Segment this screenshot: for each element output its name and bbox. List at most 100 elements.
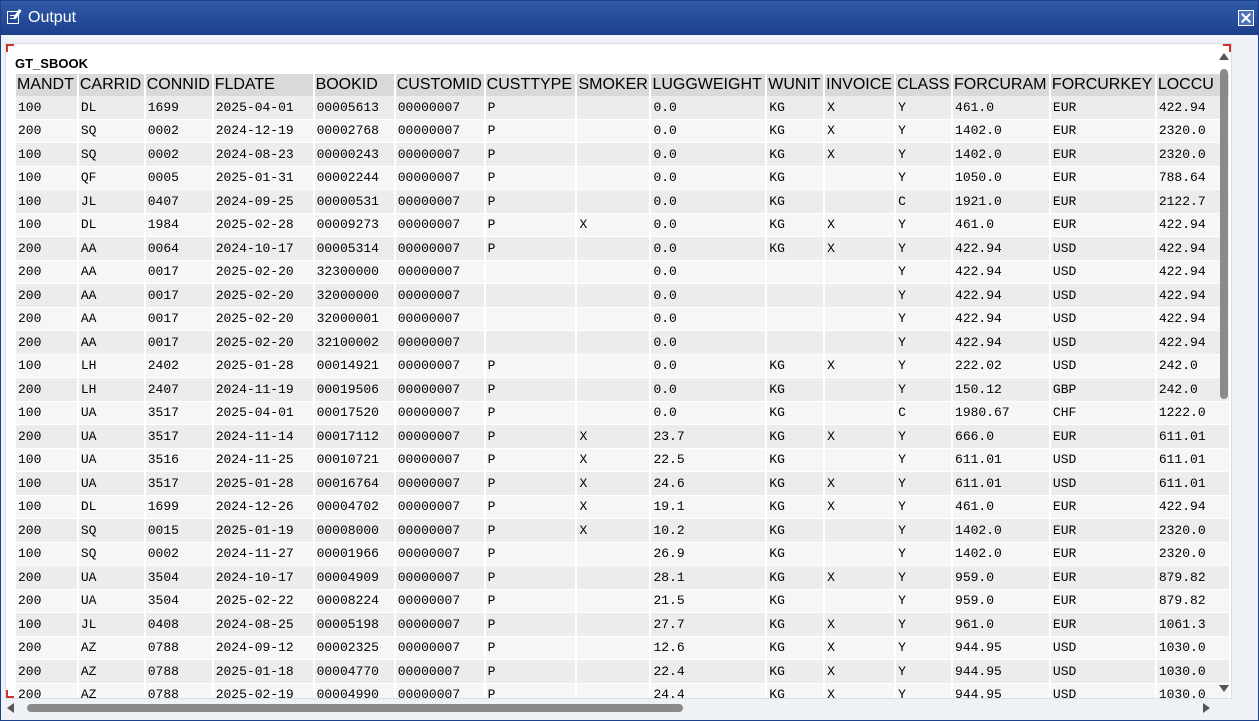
- table-cell[interactable]: 00000007: [394, 424, 486, 449]
- table-cell[interactable]: P: [484, 589, 578, 613]
- table-cell[interactable]: 422.94: [952, 330, 1051, 355]
- table-cell[interactable]: [766, 283, 826, 308]
- table-cell[interactable]: KG: [766, 236, 826, 261]
- table-row[interactable]: 200 UA 3504 2024-10-17 00004909 00000007 P 28.1…: [16, 565, 1231, 590]
- table-cell[interactable]: KG: [766, 401, 826, 425]
- table-row[interactable]: 200 AA 0064 2024-10-17 00005314 00000007 P 0.0 K…: [16, 236, 1231, 261]
- table-cell[interactable]: 461.0: [952, 495, 1051, 519]
- table-cell[interactable]: 242.0: [1155, 377, 1231, 402]
- table-cell[interactable]: [576, 119, 652, 143]
- table-cell[interactable]: 422.94: [1155, 260, 1231, 284]
- table-cell[interactable]: EUR: [1049, 213, 1157, 237]
- table-cell[interactable]: 00014921: [313, 354, 396, 378]
- table-cell[interactable]: 2025-04-01: [212, 96, 315, 120]
- table-cell[interactable]: [576, 330, 652, 355]
- table-cell[interactable]: 2320.0: [1155, 119, 1231, 143]
- table-cell[interactable]: [576, 236, 652, 261]
- table-cell[interactable]: 00000007: [394, 166, 486, 190]
- table-cell[interactable]: X: [824, 636, 897, 660]
- table-cell[interactable]: 0.0: [650, 283, 768, 308]
- table-cell[interactable]: 00010721: [313, 448, 396, 472]
- table-cell[interactable]: 2320.0: [1155, 542, 1231, 566]
- vertical-scrollbar[interactable]: [1217, 53, 1231, 693]
- table-cell[interactable]: [576, 636, 652, 660]
- column-header[interactable]: SMOKER: [576, 74, 652, 96]
- table-cell[interactable]: P: [484, 542, 578, 566]
- table-cell[interactable]: KG: [766, 542, 826, 566]
- table-cell[interactable]: JL: [77, 612, 146, 637]
- table-cell[interactable]: 422.94: [1155, 96, 1231, 120]
- table-cell[interactable]: KG: [766, 495, 826, 519]
- table-row[interactable]: 100 JL 0408 2024-08-25 00005198 00000007 P 27.7…: [16, 612, 1231, 637]
- table-cell[interactable]: 2024-11-25: [212, 448, 315, 472]
- table-cell[interactable]: 00000007: [394, 448, 486, 472]
- table-cell[interactable]: 611.01: [1155, 448, 1231, 472]
- table-cell[interactable]: 22.5: [650, 448, 768, 472]
- table-cell[interactable]: 1980.67: [952, 401, 1051, 425]
- table-cell[interactable]: USD: [1049, 448, 1157, 472]
- table-cell[interactable]: AZ: [77, 659, 146, 684]
- table-cell[interactable]: 00000007: [394, 542, 486, 566]
- table-cell[interactable]: 200: [16, 424, 79, 449]
- table-cell[interactable]: AZ: [77, 636, 146, 660]
- table-cell[interactable]: AZ: [77, 683, 146, 698]
- table-cell[interactable]: X: [824, 612, 897, 637]
- table-cell[interactable]: 200: [16, 119, 79, 143]
- table-cell[interactable]: 00019506: [313, 377, 396, 402]
- table-cell[interactable]: 3517: [144, 471, 214, 496]
- table-cell[interactable]: 100: [16, 471, 79, 496]
- table-cell[interactable]: 1402.0: [952, 119, 1051, 143]
- table-cell[interactable]: 3517: [144, 424, 214, 449]
- table-cell[interactable]: 2024-09-12: [212, 636, 315, 660]
- table-cell[interactable]: 0002: [144, 119, 214, 143]
- table-row[interactable]: 100 UA 3517 2025-01-28 00016764 00000007 P X 24.…: [16, 471, 1231, 496]
- table-cell[interactable]: Y: [895, 542, 954, 566]
- table-cell[interactable]: 00000007: [394, 354, 486, 378]
- table-cell[interactable]: DL: [77, 96, 146, 120]
- table-cell[interactable]: LH: [77, 354, 146, 378]
- table-row[interactable]: 100 DL 1699 2024-12-26 00004702 00000007 P X 19.…: [16, 495, 1231, 519]
- table-cell[interactable]: 00000007: [394, 260, 486, 284]
- table-cell[interactable]: 2024-10-17: [212, 565, 315, 590]
- table-cell[interactable]: Y: [895, 424, 954, 449]
- column-header[interactable]: MANDT: [16, 74, 79, 96]
- table-cell[interactable]: 0407: [144, 189, 214, 214]
- table-cell[interactable]: 2320.0: [1155, 142, 1231, 167]
- table-cell[interactable]: 3504: [144, 565, 214, 590]
- table-cell[interactable]: 00004990: [313, 683, 396, 698]
- table-row[interactable]: 200 AA 0017 2025-02-20 32300000 00000007 0.0 Y 4…: [16, 260, 1231, 284]
- table-cell[interactable]: 959.0: [952, 589, 1051, 613]
- table-cell[interactable]: 00002768: [313, 119, 396, 143]
- table-cell[interactable]: 2024-08-25: [212, 612, 315, 637]
- table-cell[interactable]: 2122.7: [1155, 189, 1231, 214]
- table-cell[interactable]: 611.01: [1155, 471, 1231, 496]
- table-cell[interactable]: 200: [16, 659, 79, 684]
- table-cell[interactable]: UA: [77, 424, 146, 449]
- table-cell[interactable]: X: [576, 495, 652, 519]
- table-cell[interactable]: 100: [16, 354, 79, 378]
- table-row[interactable]: 200 AZ 0788 2025-01-18 00004770 00000007 P 22.4…: [16, 659, 1231, 684]
- table-cell[interactable]: 100: [16, 96, 79, 120]
- table-cell[interactable]: Y: [895, 471, 954, 496]
- table-cell[interactable]: X: [576, 471, 652, 496]
- table-cell[interactable]: Y: [895, 683, 954, 698]
- table-cell[interactable]: 100: [16, 448, 79, 472]
- table-cell[interactable]: [576, 683, 652, 698]
- close-icon[interactable]: [1238, 10, 1254, 26]
- table-cell[interactable]: 611.01: [952, 471, 1051, 496]
- table-cell[interactable]: 3504: [144, 589, 214, 613]
- table-cell[interactable]: Y: [895, 354, 954, 378]
- table-cell[interactable]: [576, 189, 652, 214]
- table-row[interactable]: 100 SQ 0002 2024-11-27 00001966 00000007 P 26.9…: [16, 542, 1231, 566]
- table-cell[interactable]: P: [484, 495, 578, 519]
- table-cell[interactable]: Y: [895, 330, 954, 355]
- table-cell[interactable]: [576, 612, 652, 637]
- table-cell[interactable]: 2025-02-20: [212, 260, 315, 284]
- table-cell[interactable]: 0.0: [650, 142, 768, 167]
- column-header[interactable]: CONNID: [144, 74, 214, 96]
- table-cell[interactable]: EUR: [1049, 189, 1157, 214]
- table-cell[interactable]: 879.82: [1155, 589, 1231, 613]
- table-cell[interactable]: 200: [16, 683, 79, 698]
- column-header[interactable]: BOOKID: [313, 74, 396, 96]
- table-cell[interactable]: 200: [16, 260, 79, 284]
